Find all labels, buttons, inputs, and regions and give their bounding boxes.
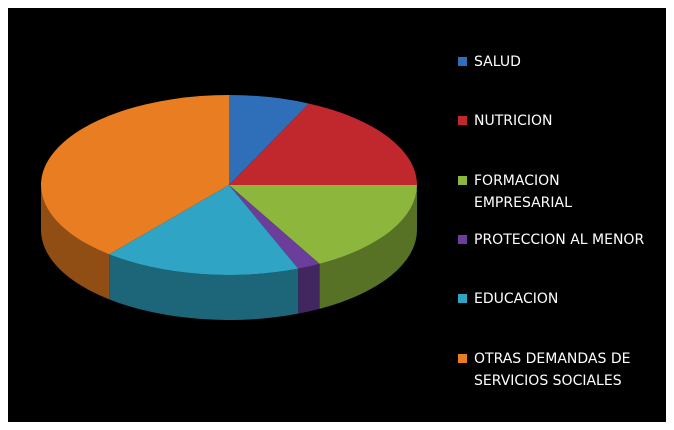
legend-swatch — [458, 234, 467, 244]
legend-label: EDUCACION — [474, 291, 559, 308]
slice-side — [41, 185, 110, 300]
legend-item: FORMACION EMPRESARIAL — [458, 170, 654, 214]
slice — [40, 95, 229, 255]
legend-item: OTRAS DEMANDAS DE SERVICIOS SOCIALES — [458, 348, 654, 392]
legend-label: OTRAS DEMANDAS DE SERVICIOS SOCIALES — [474, 350, 631, 389]
legend-swatch — [458, 57, 467, 66]
slice — [229, 103, 417, 185]
legend-label: PROTECCION AL MENOR — [474, 231, 645, 248]
legend-swatch — [458, 353, 467, 363]
legend-item: EDUCACION — [458, 288, 654, 310]
legend-swatch — [458, 116, 467, 126]
legend-item: SALUD — [458, 51, 654, 73]
slice-side — [298, 263, 320, 314]
legend-label: SALUD — [474, 54, 521, 70]
legend-label: NUTRICION — [474, 113, 553, 130]
slice — [229, 95, 310, 185]
pie-area — [40, 95, 417, 320]
chart: SALUD NUTRICION FORMACION EMPRESARIAL PROTE… — [8, 8, 666, 422]
slice — [229, 185, 320, 269]
legend-label: FORMACION EMPRESARIAL — [474, 172, 572, 211]
legend-swatch — [458, 175, 467, 185]
slice-side — [319, 185, 417, 309]
slice — [109, 185, 299, 275]
legend-item: NUTRICION — [458, 110, 654, 132]
legend-swatch — [458, 294, 467, 304]
slice — [229, 185, 417, 264]
slice-side — [109, 254, 299, 320]
legend-item: PROTECCION AL MENOR — [458, 229, 654, 251]
